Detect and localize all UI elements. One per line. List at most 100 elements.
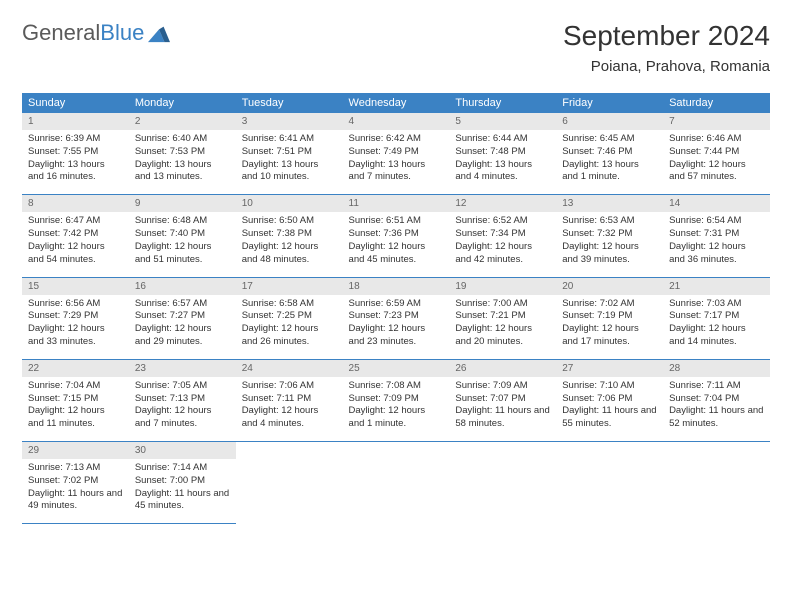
cell-body: Sunrise: 6:50 AMSunset: 7:38 PMDaylight:… — [236, 212, 343, 276]
sunset-line: Sunset: 7:53 PM — [135, 146, 230, 159]
calendar-cell: 24Sunrise: 7:06 AMSunset: 7:11 PMDayligh… — [236, 359, 343, 441]
sunset-line: Sunset: 7:06 PM — [562, 393, 657, 406]
sunrise-line: Sunrise: 6:39 AM — [28, 133, 123, 146]
daylight-line: Daylight: 12 hours and 54 minutes. — [28, 241, 123, 267]
sunrise-line: Sunrise: 6:51 AM — [349, 215, 444, 228]
weekday-header: Monday — [129, 93, 236, 113]
sunset-line: Sunset: 7:11 PM — [242, 393, 337, 406]
calendar-cell: 9Sunrise: 6:48 AMSunset: 7:40 PMDaylight… — [129, 195, 236, 277]
cell-body: Sunrise: 7:08 AMSunset: 7:09 PMDaylight:… — [343, 377, 450, 441]
daylight-line: Daylight: 12 hours and 33 minutes. — [28, 323, 123, 349]
calendar-cell: 23Sunrise: 7:05 AMSunset: 7:13 PMDayligh… — [129, 359, 236, 441]
sunset-line: Sunset: 7:40 PM — [135, 228, 230, 241]
day-number: 2 — [129, 113, 236, 130]
sunrise-line: Sunrise: 7:05 AM — [135, 380, 230, 393]
sunset-line: Sunset: 7:46 PM — [562, 146, 657, 159]
cell-body: Sunrise: 6:40 AMSunset: 7:53 PMDaylight:… — [129, 130, 236, 194]
sunrise-line: Sunrise: 6:42 AM — [349, 133, 444, 146]
sunset-line: Sunset: 7:32 PM — [562, 228, 657, 241]
sunset-line: Sunset: 7:02 PM — [28, 475, 123, 488]
cell-body: Sunrise: 6:42 AMSunset: 7:49 PMDaylight:… — [343, 130, 450, 194]
sunset-line: Sunset: 7:38 PM — [242, 228, 337, 241]
logo-word1: General — [22, 20, 100, 45]
weekday-header: Sunday — [22, 93, 129, 113]
sunrise-line: Sunrise: 7:00 AM — [455, 298, 550, 311]
calendar-row: 1Sunrise: 6:39 AMSunset: 7:55 PMDaylight… — [22, 113, 770, 195]
daylight-line: Daylight: 13 hours and 16 minutes. — [28, 159, 123, 185]
calendar-cell: 10Sunrise: 6:50 AMSunset: 7:38 PMDayligh… — [236, 195, 343, 277]
day-number: 22 — [22, 360, 129, 377]
weekday-header: Thursday — [449, 93, 556, 113]
calendar-cell: 2Sunrise: 6:40 AMSunset: 7:53 PMDaylight… — [129, 113, 236, 195]
sunrise-line: Sunrise: 6:57 AM — [135, 298, 230, 311]
cell-body: Sunrise: 7:13 AMSunset: 7:02 PMDaylight:… — [22, 459, 129, 523]
sunrise-line: Sunrise: 6:45 AM — [562, 133, 657, 146]
cell-body: Sunrise: 6:46 AMSunset: 7:44 PMDaylight:… — [663, 130, 770, 194]
sunset-line: Sunset: 7:04 PM — [669, 393, 764, 406]
daylight-line: Daylight: 12 hours and 14 minutes. — [669, 323, 764, 349]
day-number: 5 — [449, 113, 556, 130]
daylight-line: Daylight: 12 hours and 7 minutes. — [135, 405, 230, 431]
sunrise-line: Sunrise: 7:09 AM — [455, 380, 550, 393]
day-number: 6 — [556, 113, 663, 130]
calendar-row: 8Sunrise: 6:47 AMSunset: 7:42 PMDaylight… — [22, 195, 770, 277]
calendar-cell: 6Sunrise: 6:45 AMSunset: 7:46 PMDaylight… — [556, 113, 663, 195]
sunrise-line: Sunrise: 7:10 AM — [562, 380, 657, 393]
calendar-cell — [556, 442, 663, 524]
month-title: September 2024 — [563, 20, 770, 52]
sunrise-line: Sunrise: 7:02 AM — [562, 298, 657, 311]
sunrise-line: Sunrise: 6:53 AM — [562, 215, 657, 228]
calendar-cell: 18Sunrise: 6:59 AMSunset: 7:23 PMDayligh… — [343, 277, 450, 359]
daylight-line: Daylight: 12 hours and 23 minutes. — [349, 323, 444, 349]
sunrise-line: Sunrise: 7:03 AM — [669, 298, 764, 311]
day-number: 10 — [236, 195, 343, 212]
cell-body: Sunrise: 6:54 AMSunset: 7:31 PMDaylight:… — [663, 212, 770, 276]
calendar-cell: 12Sunrise: 6:52 AMSunset: 7:34 PMDayligh… — [449, 195, 556, 277]
sunrise-line: Sunrise: 6:56 AM — [28, 298, 123, 311]
sunset-line: Sunset: 7:34 PM — [455, 228, 550, 241]
daylight-line: Daylight: 11 hours and 49 minutes. — [28, 488, 123, 514]
calendar-cell — [236, 442, 343, 524]
calendar-cell: 25Sunrise: 7:08 AMSunset: 7:09 PMDayligh… — [343, 359, 450, 441]
cell-body: Sunrise: 6:39 AMSunset: 7:55 PMDaylight:… — [22, 130, 129, 194]
day-number: 27 — [556, 360, 663, 377]
sunrise-line: Sunrise: 6:54 AM — [669, 215, 764, 228]
daylight-line: Daylight: 11 hours and 52 minutes. — [669, 405, 764, 431]
daylight-line: Daylight: 13 hours and 7 minutes. — [349, 159, 444, 185]
weekday-header: Friday — [556, 93, 663, 113]
daylight-line: Daylight: 12 hours and 36 minutes. — [669, 241, 764, 267]
sunset-line: Sunset: 7:25 PM — [242, 310, 337, 323]
cell-body: Sunrise: 6:52 AMSunset: 7:34 PMDaylight:… — [449, 212, 556, 276]
sunrise-line: Sunrise: 7:04 AM — [28, 380, 123, 393]
daylight-line: Daylight: 13 hours and 4 minutes. — [455, 159, 550, 185]
cell-body: Sunrise: 6:51 AMSunset: 7:36 PMDaylight:… — [343, 212, 450, 276]
day-number: 8 — [22, 195, 129, 212]
day-number: 30 — [129, 442, 236, 459]
day-number: 3 — [236, 113, 343, 130]
weekday-header: Wednesday — [343, 93, 450, 113]
logo-word2: Blue — [100, 20, 144, 45]
sunset-line: Sunset: 7:17 PM — [669, 310, 764, 323]
daylight-line: Daylight: 11 hours and 58 minutes. — [455, 405, 550, 431]
calendar-cell — [663, 442, 770, 524]
daylight-line: Daylight: 12 hours and 26 minutes. — [242, 323, 337, 349]
sunset-line: Sunset: 7:21 PM — [455, 310, 550, 323]
daylight-line: Daylight: 12 hours and 1 minute. — [349, 405, 444, 431]
sunset-line: Sunset: 7:42 PM — [28, 228, 123, 241]
day-number: 12 — [449, 195, 556, 212]
sunrise-line: Sunrise: 6:44 AM — [455, 133, 550, 146]
weekday-header: Saturday — [663, 93, 770, 113]
location: Poiana, Prahova, Romania — [563, 58, 770, 75]
cell-body: Sunrise: 7:00 AMSunset: 7:21 PMDaylight:… — [449, 295, 556, 359]
cell-body: Sunrise: 6:41 AMSunset: 7:51 PMDaylight:… — [236, 130, 343, 194]
calendar-cell: 4Sunrise: 6:42 AMSunset: 7:49 PMDaylight… — [343, 113, 450, 195]
calendar-cell: 11Sunrise: 6:51 AMSunset: 7:36 PMDayligh… — [343, 195, 450, 277]
calendar-body: 1Sunrise: 6:39 AMSunset: 7:55 PMDaylight… — [22, 113, 770, 524]
cell-body: Sunrise: 7:06 AMSunset: 7:11 PMDaylight:… — [236, 377, 343, 441]
day-number: 26 — [449, 360, 556, 377]
cell-body: Sunrise: 6:59 AMSunset: 7:23 PMDaylight:… — [343, 295, 450, 359]
calendar-cell: 22Sunrise: 7:04 AMSunset: 7:15 PMDayligh… — [22, 359, 129, 441]
weekday-header-row: SundayMondayTuesdayWednesdayThursdayFrid… — [22, 93, 770, 113]
logo-triangle-icon — [148, 23, 170, 43]
logo-text: GeneralBlue — [22, 20, 144, 46]
